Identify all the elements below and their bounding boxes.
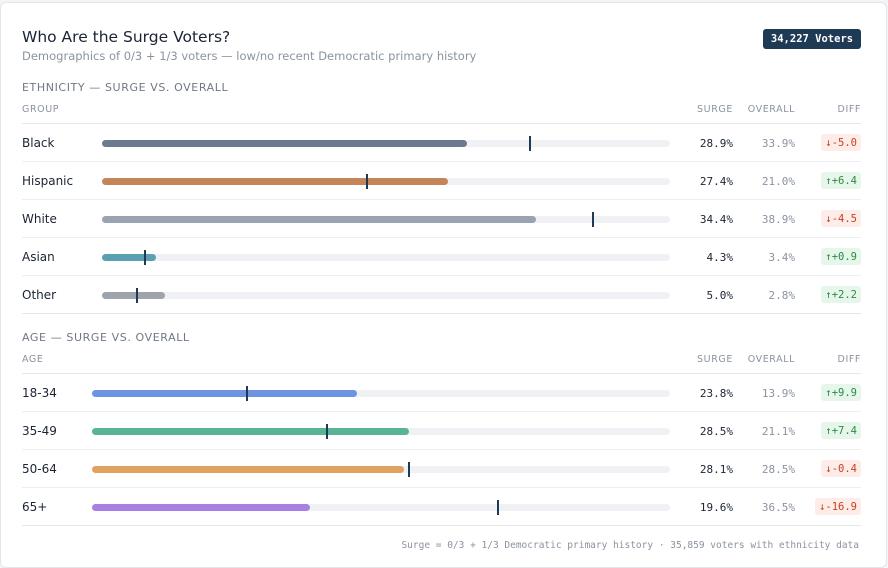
surge-bar bbox=[92, 390, 357, 397]
age-section-title: AGE — SURGE VS. OVERALL bbox=[22, 331, 190, 344]
surge-bar bbox=[92, 466, 405, 473]
surge-bar bbox=[102, 140, 467, 147]
surge-value: 19.6% bbox=[699, 501, 733, 514]
age-column-label: AGE bbox=[22, 354, 44, 365]
surge-value: 28.5% bbox=[699, 425, 733, 438]
surge-value: 34.4% bbox=[699, 213, 733, 226]
overall-column-label: OVERALL bbox=[747, 354, 795, 365]
row-label: Black bbox=[22, 136, 55, 150]
bar-track bbox=[102, 288, 670, 303]
overall-value: 21.0% bbox=[761, 175, 795, 188]
ethnicity-section-title: ETHNICITY — SURGE VS. OVERALL bbox=[22, 81, 229, 94]
overall-column-label: OVERALL bbox=[747, 104, 795, 115]
diff-badge: ↑+6.4 bbox=[821, 172, 861, 189]
surge-value: 28.9% bbox=[699, 137, 733, 150]
row-label: 50-64 bbox=[22, 462, 57, 476]
diff-column-label: DIFF bbox=[837, 354, 861, 365]
surge-column-label: SURGE bbox=[697, 354, 733, 365]
bar-track bbox=[92, 424, 670, 439]
row-label: 35-49 bbox=[22, 424, 57, 438]
surge-value: 27.4% bbox=[699, 175, 733, 188]
ethnicity-rows: Black 28.9% 33.9% ↓-5.0 Hispanic 27.4% 21.0% ↑+… bbox=[22, 124, 861, 314]
table-row: Asian 4.3% 3.4% ↑+0.9 bbox=[22, 238, 861, 276]
surge-bar bbox=[102, 292, 166, 299]
ethnicity-section: ETHNICITY — SURGE VS. OVERALL GROUP SURG… bbox=[22, 81, 861, 314]
overall-value: 3.4% bbox=[768, 251, 796, 264]
table-row: White 34.4% 38.9% ↓-4.5 bbox=[22, 200, 861, 238]
age-section: AGE — SURGE VS. OVERALL AGE SURGE OVERAL… bbox=[22, 331, 861, 526]
card-subtitle: Demographics of 0/3 + 1/3 voters — low/n… bbox=[22, 49, 477, 63]
age-column-header: AGE SURGE OVERALL DIFF bbox=[22, 351, 861, 374]
table-row: Black 28.9% 33.9% ↓-5.0 bbox=[22, 124, 861, 162]
bar-track bbox=[92, 500, 670, 515]
diff-badge: ↓-0.4 bbox=[821, 460, 861, 477]
surge-bar bbox=[102, 254, 157, 261]
table-row: 50-64 28.1% 28.5% ↓-0.4 bbox=[22, 450, 861, 488]
overall-marker bbox=[136, 288, 139, 303]
row-label: White bbox=[22, 212, 57, 226]
diff-badge: ↓-16.9 bbox=[815, 498, 861, 515]
diff-badge: ↑+2.2 bbox=[821, 286, 861, 303]
row-label: Hispanic bbox=[22, 174, 74, 188]
surge-value: 28.1% bbox=[699, 463, 733, 476]
bar-track bbox=[102, 250, 670, 265]
overall-value: 21.1% bbox=[761, 425, 795, 438]
card-title: Who Are the Surge Voters? bbox=[22, 28, 231, 46]
row-label: 18-34 bbox=[22, 386, 57, 400]
voter-count-badge: 34,227 Voters bbox=[763, 29, 861, 49]
row-label: 65+ bbox=[22, 500, 48, 514]
table-row: 18-34 23.8% 13.9% ↑+9.9 bbox=[22, 374, 861, 412]
diff-column-label: DIFF bbox=[837, 104, 861, 115]
table-row: Other 5.0% 2.8% ↑+2.2 bbox=[22, 276, 861, 314]
bar-track bbox=[102, 174, 670, 189]
surge-value: 5.0% bbox=[706, 289, 734, 302]
surge-bar bbox=[92, 428, 409, 435]
surge-column-label: SURGE bbox=[697, 104, 733, 115]
overall-marker bbox=[528, 136, 531, 151]
overall-marker bbox=[592, 212, 594, 227]
row-label: Other bbox=[22, 288, 57, 302]
overall-value: 33.9% bbox=[761, 137, 795, 150]
surge-bar bbox=[102, 178, 448, 185]
overall-marker bbox=[143, 250, 146, 265]
overall-value: 38.9% bbox=[761, 213, 795, 226]
overall-marker bbox=[407, 462, 410, 477]
group-column-label: GROUP bbox=[22, 104, 60, 115]
footnote: Surge = 0/3 + 1/3 Democratic primary his… bbox=[401, 540, 859, 551]
bar-track bbox=[92, 386, 670, 401]
overall-marker bbox=[245, 386, 248, 401]
diff-badge: ↓-5.0 bbox=[821, 134, 861, 151]
overall-marker bbox=[325, 424, 328, 439]
overall-value: 13.9% bbox=[761, 387, 795, 400]
diff-badge: ↑+0.9 bbox=[821, 248, 861, 265]
ethnicity-column-header: GROUP SURGE OVERALL DIFF bbox=[22, 101, 861, 124]
bar-track bbox=[102, 136, 670, 151]
age-rows: 18-34 23.8% 13.9% ↑+9.9 35-49 28.5% 21.1% ↑+7.4… bbox=[22, 374, 861, 526]
overall-value: 36.5% bbox=[761, 501, 795, 514]
table-row: 35-49 28.5% 21.1% ↑+7.4 bbox=[22, 412, 861, 450]
bar-track bbox=[102, 212, 670, 227]
diff-badge: ↑+7.4 bbox=[821, 422, 861, 439]
overall-marker bbox=[366, 174, 369, 189]
overall-value: 28.5% bbox=[761, 463, 795, 476]
surge-bar bbox=[92, 504, 310, 511]
surge-value: 4.3% bbox=[706, 251, 734, 264]
diff-badge: ↓-4.5 bbox=[821, 210, 861, 227]
surge-value: 23.8% bbox=[699, 387, 733, 400]
surge-bar bbox=[102, 216, 537, 223]
table-row: Hispanic 27.4% 21.0% ↑+6.4 bbox=[22, 162, 861, 200]
overall-value: 2.8% bbox=[768, 289, 796, 302]
bar-track bbox=[92, 462, 670, 477]
table-row: 65+ 19.6% 36.5% ↓-16.9 bbox=[22, 488, 861, 526]
diff-badge: ↑+9.9 bbox=[821, 384, 861, 401]
overall-marker bbox=[496, 500, 499, 515]
row-label: Asian bbox=[22, 250, 55, 264]
